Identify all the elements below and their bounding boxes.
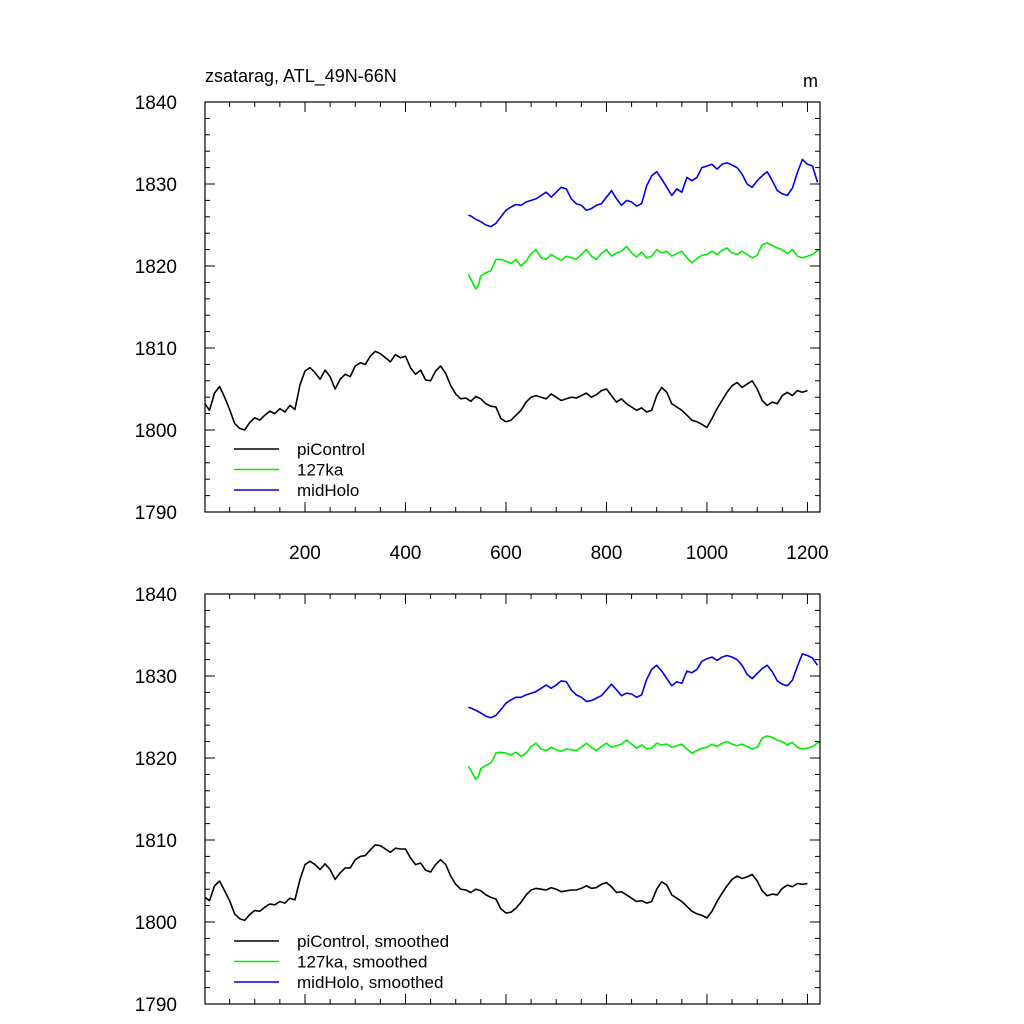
y-tick-label: 1800 xyxy=(135,913,177,934)
series-layer xyxy=(204,158,821,431)
legend-label: 127ka xyxy=(297,461,344,480)
legend: piControl, smoothed 127ka, smoothedmidHol… xyxy=(234,932,449,992)
legend-label: midHolo xyxy=(297,481,359,500)
y-tick-label: 1790 xyxy=(135,995,177,1016)
series-line xyxy=(204,844,808,922)
series-line xyxy=(468,653,819,719)
x-tick-label: 800 xyxy=(591,543,623,564)
legend-label: 127ka, smoothed xyxy=(297,953,427,972)
x-tick-label: 400 xyxy=(390,543,422,564)
series-line xyxy=(468,158,819,228)
legend-label: midHolo, smoothed xyxy=(297,973,443,992)
legend-label: piControl xyxy=(297,440,365,459)
x-tick-label: 600 xyxy=(490,543,522,564)
legend-label: piControl, smoothed xyxy=(297,932,449,951)
y-tick-label: 1800 xyxy=(135,421,177,442)
bottom-panel: 1790 1800 1810 1820 1830 1840 piControl, smoo… xyxy=(135,585,821,1016)
y-tick-label: 1810 xyxy=(135,831,177,852)
y-tick-label: 1830 xyxy=(135,667,177,688)
y-tick-label: 1790 xyxy=(135,503,177,524)
ticks-layer: 1790 1800 1810 1820 1830 1840 200 400 600 800 1000… xyxy=(135,93,829,564)
series-line xyxy=(467,735,821,781)
series-line xyxy=(467,242,821,290)
top-panel: zsatarag, ATL_49N-66N m 1790 1800 1810 1820… xyxy=(135,66,829,564)
units-label: m xyxy=(803,71,818,91)
series-layer xyxy=(204,653,821,922)
y-tick-label: 1840 xyxy=(135,93,177,114)
plot-frame xyxy=(204,101,821,513)
x-tick-label: 1200 xyxy=(786,543,828,564)
y-tick-label: 1830 xyxy=(135,175,177,196)
y-tick-label: 1820 xyxy=(135,257,177,278)
y-tick-label: 1820 xyxy=(135,749,177,770)
y-tick-label: 1810 xyxy=(135,339,177,360)
ticks-layer: 1790 1800 1810 1820 1830 1840 xyxy=(135,585,820,1016)
x-tick-label: 1000 xyxy=(686,543,728,564)
chart-title: zsatarag, ATL_49N-66N xyxy=(205,66,397,87)
x-tick-label: 200 xyxy=(289,543,321,564)
series-line xyxy=(204,350,808,431)
y-tick-label: 1840 xyxy=(135,585,177,606)
plot-frame xyxy=(204,593,821,1005)
